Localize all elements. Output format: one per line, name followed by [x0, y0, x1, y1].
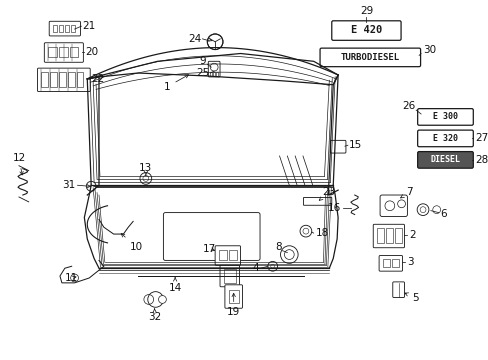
FancyBboxPatch shape: [417, 109, 472, 125]
FancyBboxPatch shape: [329, 140, 345, 153]
Text: 32: 32: [148, 309, 161, 322]
FancyBboxPatch shape: [208, 61, 220, 77]
FancyBboxPatch shape: [331, 21, 400, 40]
Circle shape: [267, 261, 277, 271]
Circle shape: [147, 292, 163, 307]
Circle shape: [158, 296, 166, 303]
Circle shape: [416, 204, 428, 216]
FancyBboxPatch shape: [379, 195, 407, 216]
Text: E 320: E 320: [432, 134, 457, 143]
FancyBboxPatch shape: [392, 282, 404, 297]
Bar: [70, 47, 79, 57]
Text: 7: 7: [400, 187, 412, 198]
Bar: [59, 72, 66, 87]
FancyBboxPatch shape: [372, 224, 404, 248]
Text: 24: 24: [188, 34, 201, 44]
Bar: [77, 72, 83, 87]
Text: 29: 29: [359, 6, 372, 17]
Circle shape: [432, 206, 440, 213]
Text: 30: 30: [422, 45, 435, 55]
Text: 27: 27: [474, 134, 487, 143]
FancyBboxPatch shape: [220, 265, 239, 287]
Text: 28: 28: [474, 155, 487, 165]
Bar: [50, 72, 57, 87]
Text: 31: 31: [62, 180, 76, 190]
Bar: [59, 47, 68, 57]
FancyBboxPatch shape: [320, 48, 420, 67]
Text: 22: 22: [91, 74, 104, 84]
Text: 26: 26: [401, 101, 414, 111]
Text: 11: 11: [65, 273, 78, 283]
FancyBboxPatch shape: [215, 246, 240, 265]
Bar: [224, 269, 235, 283]
Text: 19: 19: [226, 293, 240, 317]
Text: DIESEL: DIESEL: [429, 156, 460, 165]
Bar: [228, 250, 236, 260]
Bar: [213, 72, 215, 76]
Bar: [65, 25, 69, 32]
Text: E 300: E 300: [432, 112, 457, 121]
Bar: [48, 47, 57, 57]
Text: 9: 9: [199, 56, 206, 66]
Text: 12: 12: [12, 153, 25, 175]
Text: 2: 2: [408, 230, 415, 240]
FancyBboxPatch shape: [378, 256, 402, 271]
FancyBboxPatch shape: [44, 43, 83, 62]
Bar: [53, 25, 57, 32]
Text: 13: 13: [139, 163, 152, 175]
Circle shape: [300, 225, 311, 237]
Circle shape: [71, 274, 79, 282]
Bar: [394, 228, 401, 243]
FancyBboxPatch shape: [163, 213, 260, 260]
Text: 16: 16: [327, 203, 340, 213]
Circle shape: [207, 34, 223, 50]
Text: 17: 17: [202, 244, 216, 254]
Text: 20: 20: [85, 46, 98, 57]
FancyBboxPatch shape: [224, 285, 242, 308]
FancyBboxPatch shape: [303, 198, 331, 205]
Circle shape: [280, 246, 298, 264]
Text: 4: 4: [252, 263, 259, 273]
Bar: [210, 72, 212, 76]
Bar: [391, 260, 398, 267]
Text: 6: 6: [440, 208, 447, 219]
Bar: [228, 290, 238, 303]
Text: 1: 1: [163, 75, 188, 92]
Bar: [216, 72, 218, 76]
Text: 21: 21: [82, 21, 96, 31]
Bar: [68, 72, 75, 87]
Bar: [59, 25, 63, 32]
Text: E 420: E 420: [350, 25, 381, 35]
Text: 18: 18: [315, 228, 328, 238]
Text: 23: 23: [319, 187, 335, 200]
Text: 3: 3: [407, 257, 413, 267]
FancyBboxPatch shape: [38, 68, 90, 91]
Bar: [71, 25, 75, 32]
Text: 25: 25: [196, 68, 209, 78]
Circle shape: [86, 181, 96, 191]
Text: 5: 5: [404, 293, 418, 302]
FancyBboxPatch shape: [49, 21, 81, 36]
FancyBboxPatch shape: [417, 152, 472, 168]
Bar: [385, 228, 392, 243]
Circle shape: [140, 172, 151, 184]
Bar: [219, 250, 226, 260]
FancyBboxPatch shape: [417, 130, 472, 147]
Text: 15: 15: [348, 140, 361, 150]
Text: 14: 14: [168, 277, 182, 293]
Text: 8: 8: [274, 242, 281, 252]
Text: TURBODIESEL: TURBODIESEL: [340, 53, 399, 62]
Bar: [41, 72, 48, 87]
Text: 10: 10: [121, 234, 142, 252]
Bar: [382, 260, 389, 267]
Bar: [376, 228, 383, 243]
